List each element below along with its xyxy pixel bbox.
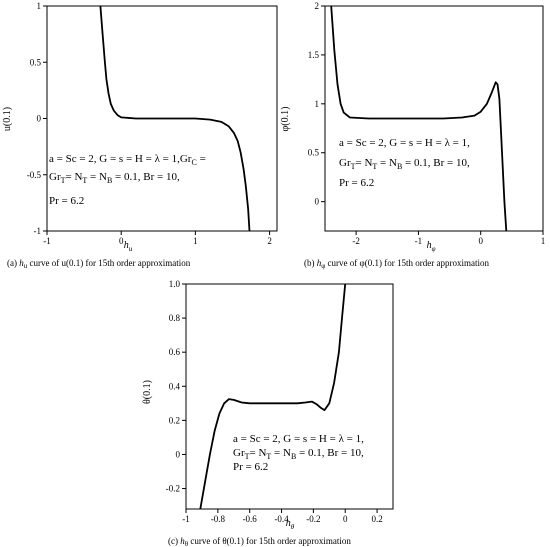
x-tick-label: 0 bbox=[343, 514, 348, 524]
y-tick-label: 0.4 bbox=[169, 381, 181, 391]
y-tick-label: 0 bbox=[315, 197, 320, 207]
series-line bbox=[199, 284, 347, 509]
y-tick-label: 0.5 bbox=[30, 57, 42, 67]
x-tick-label: -0.2 bbox=[306, 514, 320, 524]
y-tick-label: -0.5 bbox=[27, 170, 42, 180]
x-tick-label: -0.8 bbox=[211, 514, 226, 524]
annotation-line: a = Sc = 2, G = s = H = λ = 1, bbox=[339, 137, 470, 149]
y-tick-label: 1 bbox=[315, 99, 320, 109]
plot-frame bbox=[185, 283, 394, 510]
chart-panel-1: -1 0 1 2 1 0.5 0 -0.5 -1 u(0.1) hu a = Sc = 2, G = … bbox=[2, 1, 278, 270]
x-tick-label: -0.6 bbox=[243, 514, 258, 524]
x-axis-label: hφ bbox=[427, 240, 436, 253]
x-tick-label: 0 bbox=[119, 236, 124, 246]
x-tick-label: 0 bbox=[478, 236, 483, 246]
x-tick-label: -0.4 bbox=[274, 514, 289, 524]
y-tick-label: 0 bbox=[37, 114, 42, 124]
x-tick-label: 2 bbox=[267, 236, 272, 246]
figure-caption: (b) hφ curve of φ(0.1) for 15th order ap… bbox=[304, 258, 489, 270]
y-tick-label: 0.2 bbox=[169, 415, 180, 425]
y-tick-label: 2 bbox=[315, 1, 320, 11]
y-axis-label: u(0.1) bbox=[2, 107, 13, 131]
series-line bbox=[99, 6, 251, 231]
x-axis-label: hu bbox=[124, 240, 133, 253]
y-tick-label: -1 bbox=[34, 226, 42, 236]
y-axis-label: θ(0.1) bbox=[142, 380, 153, 404]
series-line bbox=[330, 6, 508, 231]
figure-caption: (a) hu curve of u(0.1) for 15th order ap… bbox=[7, 258, 191, 270]
x-tick-label: -2 bbox=[352, 236, 360, 246]
annotation-line: Pr = 6.2 bbox=[339, 177, 374, 189]
x-tick-label: 1 bbox=[541, 236, 546, 246]
x-tick-label: -1 bbox=[182, 514, 190, 524]
y-tick-label: 1.5 bbox=[308, 50, 320, 60]
y-tick-label: 1.0 bbox=[169, 279, 181, 289]
x-axis-label: hθ bbox=[286, 518, 295, 531]
x-tick-label: 1 bbox=[193, 236, 198, 246]
y-tick-label: 0.6 bbox=[169, 347, 181, 357]
y-tick-label: -0.2 bbox=[166, 484, 180, 494]
annotation-line: Pr = 6.2 bbox=[233, 461, 268, 473]
x-tick-label: -1 bbox=[43, 236, 51, 246]
chart-panel-2: -2 -1 0 1 2 1.5 1 0.5 0 φ(0.1) hφ a = Sc = 2, G = s… bbox=[280, 1, 545, 270]
y-tick-label: 1 bbox=[37, 1, 42, 11]
annotation-line: Pr = 6.2 bbox=[49, 195, 84, 207]
figure-caption: (c) hθ curve of θ(0.1) for 15th order ap… bbox=[168, 536, 351, 547]
y-tick-label: 0 bbox=[176, 449, 181, 459]
annotation-line: a = Sc = 2, G = s = H = λ = 1,GrC = bbox=[49, 153, 206, 167]
plot-frame bbox=[324, 5, 544, 232]
y-tick-label: 0.8 bbox=[169, 313, 181, 323]
annotation-line: GrT= NT = NB = 0.1, Br = 10, bbox=[339, 157, 470, 171]
x-tick-label: 0.2 bbox=[371, 514, 382, 524]
y-axis-label: φ(0.1) bbox=[280, 107, 291, 132]
y-tick-label: 0.5 bbox=[308, 148, 320, 158]
annotation-line: GrT= NT = NB = 0.1, Br = 10, bbox=[233, 447, 364, 461]
chart-panel-3: -1 -0.8 -0.6 -0.4 -0.2 0 0.2 1.0 0.8 0.6 0.4 0.2 0 -0… bbox=[142, 279, 394, 547]
annotation-line: a = Sc = 2, G = s = H = λ = 1, bbox=[233, 433, 364, 445]
annotation-line: GrT= NT = NB = 0.1, Br = 10, bbox=[49, 171, 180, 185]
x-tick-label: -1 bbox=[415, 236, 423, 246]
